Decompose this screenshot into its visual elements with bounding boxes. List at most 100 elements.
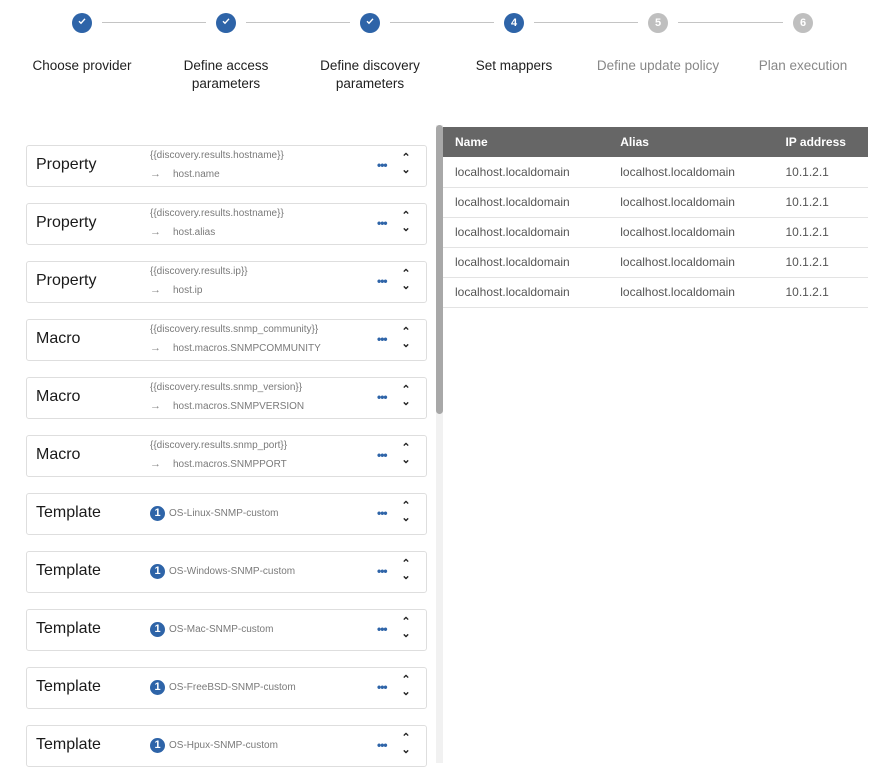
table-cell: 10.1.2.1: [773, 247, 868, 278]
table-cell: localhost.localdomain: [608, 187, 774, 218]
mapper-card[interactable]: Property {{discovery.results.hostname}} →…: [26, 203, 427, 245]
arrow-right-icon: →: [150, 342, 161, 354]
reorder-icon[interactable]: ⌃ ⌄: [401, 326, 411, 350]
mapper-target: host.alias: [173, 227, 216, 238]
mapper-card[interactable]: Property {{discovery.results.hostname}} →…: [26, 145, 427, 187]
template-name: OS-Hpux-SNMP-custom: [169, 740, 278, 751]
template-name: OS-Mac-SNMP-custom: [169, 624, 274, 635]
mapper-card[interactable]: Macro {{discovery.results.snmp_version}} …: [26, 377, 427, 419]
table-cell: 10.1.2.1: [773, 277, 868, 308]
table-cell: localhost.localdomain: [443, 247, 609, 278]
mapper-card[interactable]: Macro {{discovery.results.snmp_port}} → ho…: [26, 435, 427, 477]
step-3[interactable]: Define discovery parameters: [300, 13, 440, 93]
step-4[interactable]: 4 Set mappers: [444, 13, 584, 75]
reorder-icon[interactable]: ⌃ ⌄: [401, 152, 411, 176]
count-badge: 1: [150, 738, 165, 753]
more-options-icon[interactable]: •••: [377, 216, 388, 230]
mapper-target: host.name: [173, 169, 220, 180]
step-2[interactable]: Define access parameters: [156, 13, 296, 93]
count-badge: 1: [150, 564, 165, 579]
mapper-card[interactable]: Template 1 OS-Windows-SNMP-custom ••• ⌃ ⌄: [26, 551, 427, 593]
arrow-right-icon: →: [150, 168, 161, 180]
mapper-target: host.macros.SNMPCOMMUNITY: [173, 343, 321, 354]
table-cell: localhost.localdomain: [443, 217, 609, 248]
count-badge: 1: [150, 506, 165, 521]
template-name: OS-Windows-SNMP-custom: [169, 566, 296, 577]
more-options-icon[interactable]: •••: [377, 448, 388, 462]
table-cell: 10.1.2.1: [773, 157, 868, 188]
step-6[interactable]: 6 Plan execution: [733, 13, 873, 75]
table-row: localhost.localdomain localhost.localdoma…: [443, 217, 868, 248]
reorder-icon[interactable]: ⌃ ⌄: [401, 442, 411, 466]
more-options-icon[interactable]: •••: [377, 564, 388, 578]
more-options-icon[interactable]: •••: [377, 738, 388, 752]
more-options-icon[interactable]: •••: [377, 158, 388, 172]
mapper-type: Macro: [36, 446, 81, 463]
mapper-card[interactable]: Template 1 OS-Linux-SNMP-custom ••• ⌃ ⌄: [26, 493, 427, 535]
step-connector: [534, 22, 638, 23]
reorder-icon[interactable]: ⌃ ⌄: [401, 500, 411, 524]
check-icon: [216, 13, 236, 33]
step-label: Define discovery parameters: [320, 58, 420, 91]
preview-table: Name Alias IP address localhost.localdomai…: [443, 127, 868, 308]
step-label: Plan execution: [758, 58, 848, 73]
mapper-card[interactable]: Template 1 OS-Hpux-SNMP-custom ••• ⌃ ⌄: [26, 725, 427, 767]
reorder-icon[interactable]: ⌃ ⌄: [401, 674, 411, 698]
step-label: Choose provider: [32, 58, 132, 73]
reorder-icon[interactable]: ⌃ ⌄: [401, 732, 411, 756]
mapper-source: {{discovery.results.hostname}}: [150, 150, 284, 161]
table-cell: 10.1.2.1: [773, 187, 868, 218]
step-1[interactable]: Choose provider: [12, 13, 152, 75]
mapper-source: {{discovery.results.snmp_version}}: [150, 382, 303, 393]
scrollbar-thumb[interactable]: [436, 125, 443, 414]
more-options-icon[interactable]: •••: [377, 332, 388, 346]
step-label: Define access parameters: [183, 58, 269, 91]
table-cell: 10.1.2.1: [773, 217, 868, 248]
table-cell: localhost.localdomain: [443, 187, 609, 218]
mapper-card[interactable]: Property {{discovery.results.ip}} → host.i…: [26, 261, 427, 303]
step-5[interactable]: 5 Define update policy: [588, 13, 728, 75]
mapper-type: Template: [36, 736, 101, 753]
mapper-card[interactable]: Template 1 OS-Mac-SNMP-custom ••• ⌃ ⌄: [26, 609, 427, 651]
table-row: localhost.localdomain localhost.localdoma…: [443, 157, 868, 188]
step-number: 6: [793, 13, 813, 33]
template-name: OS-FreeBSD-SNMP-custom: [169, 682, 296, 693]
arrow-right-icon: →: [150, 284, 161, 296]
mapper-card[interactable]: Macro {{discovery.results.snmp_community}…: [26, 319, 427, 361]
check-icon: [72, 13, 92, 33]
column-header[interactable]: IP address: [773, 127, 868, 157]
scrollbar-track[interactable]: [436, 125, 443, 763]
more-options-icon[interactable]: •••: [377, 680, 388, 694]
table-cell: localhost.localdomain: [608, 157, 774, 188]
table-row: localhost.localdomain localhost.localdoma…: [443, 247, 868, 278]
step-number: 4: [504, 13, 524, 33]
column-header[interactable]: Alias: [608, 127, 774, 157]
mapper-type: Template: [36, 620, 101, 637]
more-options-icon[interactable]: •••: [377, 274, 388, 288]
column-header[interactable]: Name: [443, 127, 609, 157]
step-label: Define update policy: [596, 58, 720, 73]
arrow-right-icon: →: [150, 226, 161, 238]
table-cell: localhost.localdomain: [608, 247, 774, 278]
arrow-right-icon: →: [150, 400, 161, 412]
reorder-icon[interactable]: ⌃ ⌄: [401, 268, 411, 292]
mapper-card[interactable]: Template 1 OS-FreeBSD-SNMP-custom ••• ⌃ ⌄: [26, 667, 427, 709]
mapper-target: host.macros.SNMPPORT: [173, 459, 287, 470]
step-connector: [246, 22, 350, 23]
table-row: localhost.localdomain localhost.localdoma…: [443, 277, 868, 308]
mapper-source: {{discovery.results.ip}}: [150, 266, 248, 277]
mapper-type: Property: [36, 214, 97, 231]
count-badge: 1: [150, 680, 165, 695]
reorder-icon[interactable]: ⌃ ⌄: [401, 210, 411, 234]
more-options-icon[interactable]: •••: [377, 622, 388, 636]
mapper-source: {{discovery.results.snmp_community}}: [150, 324, 319, 335]
arrow-right-icon: →: [150, 458, 161, 470]
reorder-icon[interactable]: ⌃ ⌄: [401, 384, 411, 408]
reorder-icon[interactable]: ⌃ ⌄: [401, 558, 411, 582]
reorder-icon[interactable]: ⌃ ⌄: [401, 616, 411, 640]
step-number: 5: [648, 13, 668, 33]
table-cell: localhost.localdomain: [443, 277, 609, 308]
more-options-icon[interactable]: •••: [377, 390, 388, 404]
more-options-icon[interactable]: •••: [377, 506, 388, 520]
mapper-source: {{discovery.results.hostname}}: [150, 208, 284, 219]
